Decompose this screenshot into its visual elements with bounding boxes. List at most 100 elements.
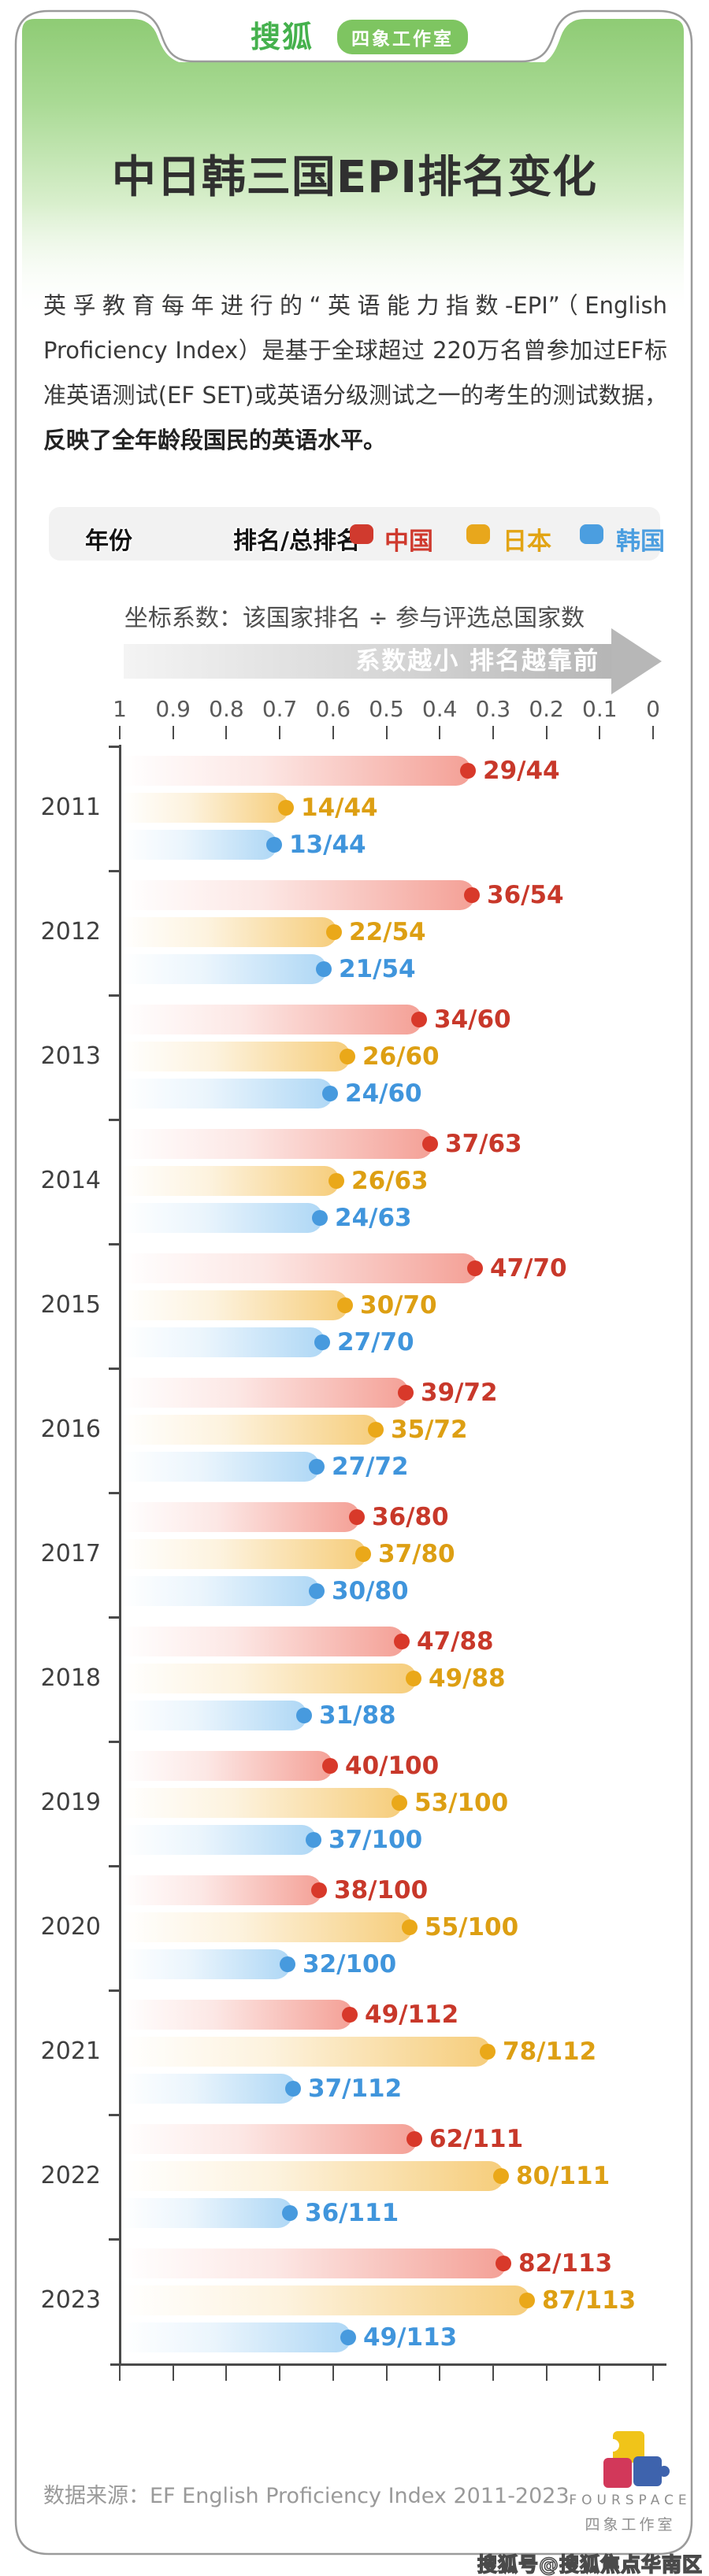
bar-end-dot — [266, 837, 282, 853]
data-source: 数据来源：EF English Proficiency Index 2011-2… — [43, 2484, 570, 2508]
bar-japan: 35/72 — [122, 1415, 468, 1445]
x-axis-tick-label: 0.5 — [369, 696, 404, 722]
bar-china: 29/44 — [122, 756, 560, 786]
bar-korea: 32/100 — [122, 1949, 396, 1979]
bar-value-label: 35/72 — [391, 1416, 468, 1444]
x-axis-line — [110, 2363, 666, 2366]
bar-value-label: 27/72 — [332, 1453, 409, 1481]
bar-value-label: 27/70 — [337, 1328, 414, 1356]
axis-note: 坐标系数：该国家排名 ÷ 参与评选总国家数 — [124, 605, 585, 632]
x-axis-tick-label: 0.4 — [421, 696, 458, 722]
bar-korea: 36/111 — [122, 2198, 399, 2228]
bar-value-label: 26/60 — [362, 1042, 440, 1071]
legend-label-korea: 韩国 — [616, 527, 665, 556]
bar-value-label: 14/44 — [301, 794, 378, 822]
x-axis-tick — [119, 2365, 121, 2381]
year-group-tick — [109, 1119, 120, 1121]
bar-value-label: 82/113 — [518, 2249, 613, 2278]
bar-korea: 24/63 — [122, 1203, 412, 1233]
bar-korea: 37/100 — [122, 1825, 422, 1855]
bar-value-label: 49/113 — [363, 2323, 458, 2352]
bar-end-dot — [296, 1708, 312, 1723]
x-axis-tick — [279, 2365, 281, 2381]
bar-korea: 13/44 — [122, 830, 366, 860]
bar-end-dot — [422, 1136, 438, 1152]
bar-end-dot — [394, 1634, 410, 1649]
x-axis-tick-label: 0.8 — [209, 696, 244, 722]
year-group-tick — [109, 1616, 120, 1619]
year-label: 2016 — [40, 1416, 101, 1443]
bar-end-dot — [329, 1173, 344, 1189]
bar-value-label: 24/60 — [345, 1079, 422, 1108]
x-axis-tick — [599, 2365, 601, 2381]
bar-korea: 27/72 — [122, 1452, 409, 1482]
bar-value-label: 39/72 — [421, 1379, 498, 1407]
x-axis-tick-label: 0.3 — [475, 696, 511, 722]
legend-label-china: 中国 — [384, 527, 433, 556]
arrow-head-icon — [611, 628, 662, 694]
bar-end-dot — [411, 1012, 427, 1027]
x-axis-tick — [439, 726, 441, 739]
bar-china: 36/80 — [122, 1502, 449, 1532]
brand-name-cn: 四象工作室 — [585, 2516, 676, 2533]
bar-end-dot — [519, 2293, 535, 2308]
x-axis-tick-label: 0.9 — [155, 696, 191, 722]
year-label: 2020 — [40, 1913, 101, 1941]
year-group-tick — [109, 1492, 120, 1494]
year-label: 2014 — [40, 1167, 101, 1194]
x-axis-tick — [332, 2365, 334, 2381]
bar-japan: 53/100 — [122, 1788, 508, 1818]
bar-end-dot — [368, 1422, 384, 1438]
x-axis-tick — [385, 2365, 388, 2381]
bar-japan: 80/111 — [122, 2161, 610, 2191]
x-axis-tick — [545, 726, 548, 739]
bar-china: 38/100 — [122, 1875, 428, 1905]
bar-end-dot — [282, 2205, 298, 2221]
description-bold: 反映了全年龄段国民的英语水平。 — [43, 427, 387, 453]
year-label: 2015 — [40, 1291, 101, 1319]
bar-china: 82/113 — [122, 2248, 612, 2278]
bar-value-label: 26/63 — [351, 1167, 429, 1195]
bar-japan: 22/54 — [122, 917, 426, 947]
year-group-tick — [109, 1368, 120, 1370]
legend-year-label: 年份 — [85, 527, 132, 555]
year-group-tick — [109, 2114, 120, 2116]
bar-value-label: 37/112 — [308, 2074, 403, 2103]
year-group-tick — [109, 1243, 120, 1245]
bar-value-label: 55/100 — [425, 1913, 519, 1941]
x-axis-tick — [652, 2365, 654, 2381]
bar-end-dot — [316, 961, 332, 977]
puzzle-nub — [659, 2466, 670, 2477]
bar-value-label: 49/88 — [429, 1664, 506, 1693]
year-group-tick — [109, 1989, 120, 1992]
bar-korea: 31/88 — [122, 1701, 396, 1730]
description: 英孚教育每年进行的“英语能力指数-EPI”（English Proficienc… — [43, 283, 667, 463]
bar-end-dot — [314, 1334, 330, 1350]
bar-value-label: 36/111 — [305, 2199, 399, 2227]
legend-label-japan: 日本 — [503, 527, 551, 556]
bar-end-dot — [340, 1049, 355, 1064]
bar-end-dot — [406, 2131, 422, 2147]
x-axis-tick — [225, 726, 228, 739]
year-label: 2017 — [40, 1540, 101, 1567]
year-label: 2011 — [40, 794, 101, 821]
bar-japan: 55/100 — [122, 1912, 518, 1942]
x-axis-tick — [385, 726, 388, 739]
x-axis-tick — [652, 726, 654, 739]
bar-end-dot — [467, 1260, 483, 1276]
bar-korea: 27/70 — [122, 1327, 414, 1357]
bar-value-label: 21/54 — [339, 955, 416, 983]
bar-end-dot — [496, 2256, 511, 2271]
x-axis-tick — [545, 2365, 548, 2381]
bar-korea: 30/80 — [122, 1576, 409, 1606]
bar-value-label: 30/70 — [360, 1291, 437, 1319]
y-axis-line — [119, 745, 121, 2363]
bar-china: 62/111 — [122, 2124, 523, 2154]
bar-korea: 21/54 — [122, 954, 416, 984]
year-group-tick — [109, 1741, 120, 1743]
bar-end-dot — [464, 887, 480, 903]
bar-value-label: 87/113 — [542, 2286, 637, 2315]
bar-value-label: 29/44 — [483, 757, 560, 785]
x-axis-tick — [599, 726, 601, 739]
